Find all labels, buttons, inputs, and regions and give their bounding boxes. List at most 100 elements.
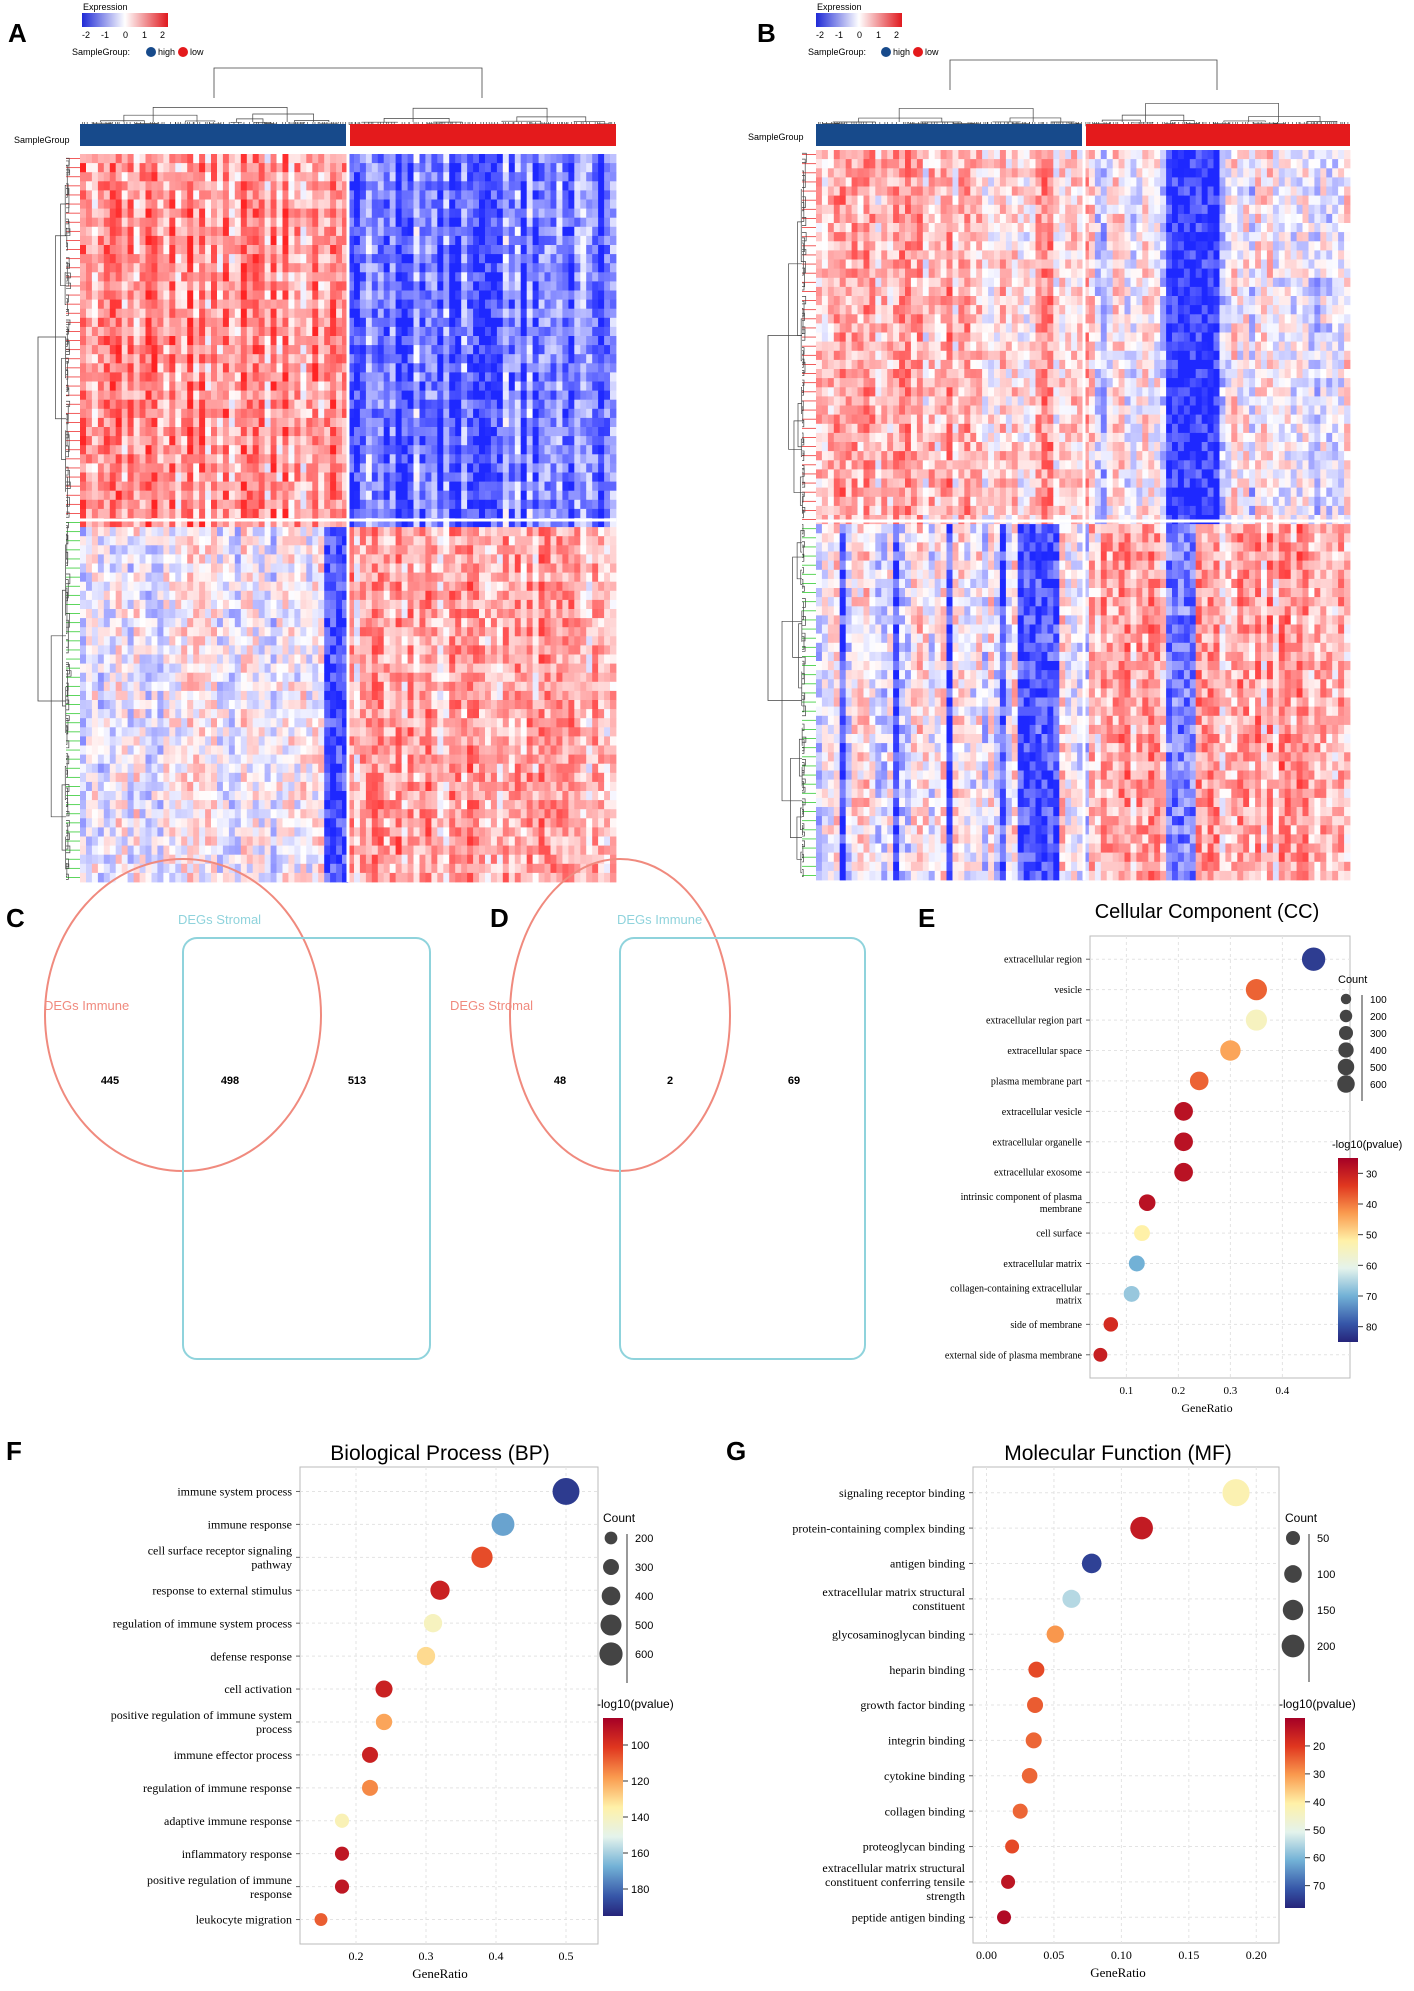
heatmap-cell [265,154,271,164]
heatmap-cell [211,327,217,337]
heatmap-cell [521,618,527,628]
heatmap-cell [336,245,342,255]
heatmap-cell [211,545,217,555]
heatmap-cell [598,536,604,546]
heatmap-cell [288,227,294,237]
heatmap-cell [562,618,568,628]
heatmap-cell [491,281,497,291]
heatmap-cell [491,181,497,191]
heatmap-cell [378,491,384,501]
heatmap-cell [318,236,324,246]
heatmap-cell [390,382,396,392]
heatmap-cell [253,281,259,291]
heatmap-cell [288,482,294,492]
heatmap-cell [92,473,98,483]
heatmap-cell [271,600,277,610]
heatmap-cell [336,363,342,373]
heatmap-cell [402,281,408,291]
heatmap-cell [110,363,116,373]
heatmap-cell [300,463,306,473]
heatmap-cell [491,554,497,564]
heatmap-cell [592,564,598,574]
heatmap-cell [539,327,545,337]
heatmap-cell [497,291,503,301]
heatmap-cell [425,482,431,492]
heatmap-cell [187,154,193,164]
heatmap-cell [568,554,574,564]
heatmap-cell [461,536,467,546]
heatmap-cell [259,600,265,610]
heatmap-cell [545,263,551,273]
heatmap-cell [169,554,175,564]
heatmap-cell [574,545,580,555]
heatmap-cell [175,200,181,210]
heatmap-cell [568,536,574,546]
heatmap-cell [521,454,527,464]
heatmap-cell [205,327,211,337]
heatmap-cell [247,436,253,446]
expr-tick: 0 [123,30,128,40]
heatmap-cell [181,236,187,246]
heatmap-cell [80,345,86,355]
heatmap-cell [157,627,163,637]
heatmap-cell [467,509,473,519]
heatmap-cell [98,482,104,492]
heatmap-cell [318,427,324,437]
heatmap-cell [372,627,378,637]
heatmap-cell [485,500,491,510]
heatmap-cell [187,309,193,319]
heatmap-cell [229,636,235,646]
heatmap-cell [420,500,426,510]
heatmap-cell [366,536,372,546]
heatmap-cell [372,300,378,310]
heatmap-cell [527,418,533,428]
heatmap-cell [193,318,199,328]
heatmap-cell [157,436,163,446]
heatmap-cell [384,500,390,510]
heatmap-cell [455,372,461,382]
heatmap-cell [378,263,384,273]
heatmap-cell [509,263,515,273]
heatmap-cell [491,227,497,237]
heatmap-cell [366,382,372,392]
heatmap-cell [568,527,574,537]
heatmap-cell [86,509,92,519]
heatmap-cell [122,281,128,291]
heatmap-cell [437,254,443,264]
heatmap-cell [181,227,187,237]
heatmap-cell [318,573,324,583]
heatmap-cell [110,200,116,210]
heatmap-cell [443,491,449,501]
heatmap-cell [366,445,372,455]
heatmap-cell [193,327,199,337]
heatmap-cell [408,227,414,237]
heatmap-cell [360,600,366,610]
heatmap-cell [300,527,306,537]
heatmap-cell [157,254,163,264]
heatmap-cell [169,227,175,237]
heatmap-cell [545,591,551,601]
heatmap-cell [140,227,146,237]
heatmap-cell [288,564,294,574]
heatmap-cell [140,409,146,419]
heatmap-cell [610,627,616,637]
heatmap-cell [503,627,509,637]
heatmap-cell [414,263,420,273]
heatmap-cell [152,154,158,164]
heatmap-cell [580,318,586,328]
heatmap-cell [378,482,384,492]
heatmap-cell [556,409,562,419]
heatmap-cell [92,573,98,583]
heatmap-cell [598,482,604,492]
heatmap-cell [437,163,443,173]
heatmap-cell [574,554,580,564]
heatmap-cell [253,272,259,282]
heatmap-cell [485,545,491,555]
heatmap-cell [193,609,199,619]
heatmap-cell [86,463,92,473]
heatmap-cell [479,227,485,237]
heatmap-cell [92,391,98,401]
heatmap-cell [562,436,568,446]
heatmap-cell [467,564,473,574]
heatmap-cell [366,600,372,610]
